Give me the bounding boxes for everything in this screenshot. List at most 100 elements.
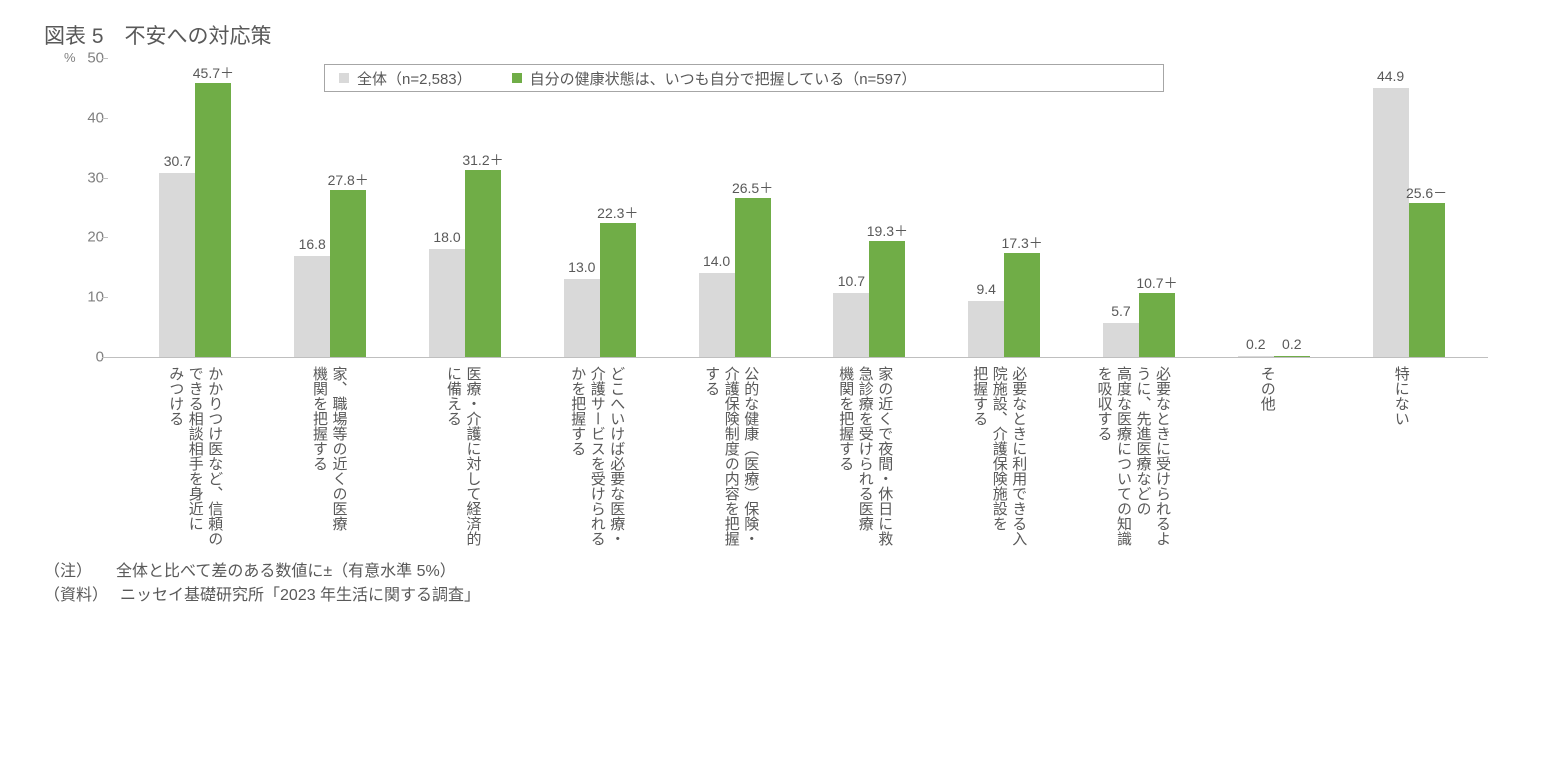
- x-label: 家の近くで夜間・休日に救 急診療を受けられる医療 機関を把握する: [798, 366, 932, 546]
- bar-overall: 16.8: [294, 256, 330, 357]
- bar-value-label: 27.8＋: [328, 170, 369, 190]
- bar-group: 14.026.5＋: [667, 58, 802, 357]
- x-label-text: 必要なときに利用できる入 院施設、介護保険施設を 把握する: [970, 366, 1029, 546]
- y-tick-mark: [102, 237, 108, 238]
- bar-value-label: 44.9: [1377, 68, 1404, 84]
- source-label: （資料）: [44, 584, 108, 608]
- x-label-text: 公的な健康（医療）保険・ 介護保険制度の内容を把握 する: [702, 366, 761, 546]
- legend-item-overall: 全体（n=2,583）: [339, 68, 472, 89]
- x-axis-labels: かかりつけ医など、信頼の できる相談相手を身近に みつける 家、職場等の近くの医療…: [128, 366, 1468, 546]
- bar-value-label: 19.3＋: [867, 221, 908, 241]
- bar-overall: 44.9: [1373, 88, 1409, 357]
- x-label-text: 特にない: [1391, 366, 1411, 426]
- y-axis: 01020304050: [64, 58, 104, 357]
- bar-group: 5.710.7＋: [1072, 58, 1207, 357]
- bar-subgroup: 45.7＋: [195, 83, 231, 357]
- bar-overall: 18.0: [429, 249, 465, 357]
- y-tick-label: 30: [64, 169, 104, 186]
- bar-overall: 13.0: [564, 279, 600, 357]
- bar-value-label: 17.3＋: [1002, 233, 1043, 253]
- bar-value-label: 14.0: [703, 253, 730, 269]
- x-label: 必要なときに利用できる入 院施設、介護保険施設を 把握する: [932, 366, 1066, 546]
- bar-subgroup: 31.2＋: [465, 170, 501, 357]
- bar-value-label: 13.0: [568, 259, 595, 275]
- chart-title: 図表 5 不安への対応策: [44, 20, 1503, 50]
- bar-value-label: 10.7: [838, 273, 865, 289]
- legend-label: 自分の健康状態は、いつも自分で把握している（n=597）: [530, 68, 917, 89]
- bar-subgroup: 19.3＋: [869, 241, 905, 357]
- bar-value-label: 30.7: [164, 153, 191, 169]
- y-tick-mark: [102, 297, 108, 298]
- y-tick-mark: [102, 357, 108, 358]
- x-label-text: どこへいけば必要な医療・ 介護サービスを受けられる かを把握する: [568, 366, 627, 546]
- bar-overall: 30.7: [159, 173, 195, 357]
- x-label-text: かかりつけ医など、信頼の できる相談相手を身近に みつける: [166, 366, 225, 546]
- bar-subgroup: 17.3＋: [1004, 253, 1040, 357]
- bar-group: 9.417.3＋: [937, 58, 1072, 357]
- bar-group: 0.20.2: [1206, 58, 1341, 357]
- x-label-text: 医療・介護に対して経済的 に備える: [444, 366, 483, 546]
- bar-overall: 5.7: [1103, 323, 1139, 357]
- bar-subgroup: 27.8＋: [330, 190, 366, 357]
- x-label: どこへいけば必要な医療・ 介護サービスを受けられる かを把握する: [530, 366, 664, 546]
- x-label: 特にない: [1334, 366, 1468, 546]
- x-label-text: 必要なときに受けられるよ うに、先進医療などの 高度な医療についての知識 を吸収…: [1094, 366, 1172, 546]
- source-text: ニッセイ基礎研究所「2023 年生活に関する調査」: [120, 584, 480, 608]
- legend: 全体（n=2,583） 自分の健康状態は、いつも自分で把握している（n=597）: [324, 64, 1164, 92]
- x-label: 必要なときに受けられるよ うに、先進医療などの 高度な医療についての知識 を吸収…: [1066, 366, 1200, 546]
- y-tick-mark: [102, 178, 108, 179]
- x-label-text: 家、職場等の近くの医療 機関を把握する: [310, 366, 349, 531]
- legend-label: 全体（n=2,583）: [357, 68, 472, 89]
- bar-group: 13.022.3＋: [532, 58, 667, 357]
- bar-subgroup: 10.7＋: [1139, 293, 1175, 357]
- y-tick-label: 10: [64, 289, 104, 306]
- footnote-label: （注）: [44, 560, 104, 584]
- legend-item-subgroup: 自分の健康状態は、いつも自分で把握している（n=597）: [512, 68, 917, 89]
- bar-value-label: 0.2: [1246, 336, 1265, 352]
- x-label: かかりつけ医など、信頼の できる相談相手を身近に みつける: [128, 366, 262, 546]
- bar-overall: 0.2: [1238, 356, 1274, 357]
- bar-group: 44.925.6－: [1341, 58, 1476, 357]
- bar-value-label: 22.3＋: [597, 203, 638, 223]
- bar-value-label: 26.5＋: [732, 178, 773, 198]
- bar-value-label: 31.2＋: [462, 150, 503, 170]
- bar-value-label: 5.7: [1111, 303, 1130, 319]
- x-label: 公的な健康（医療）保険・ 介護保険制度の内容を把握 する: [664, 366, 798, 546]
- bar-value-label: 25.6－: [1406, 183, 1447, 203]
- bar-subgroup: 25.6－: [1409, 203, 1445, 357]
- bar-subgroup: 26.5＋: [735, 198, 771, 357]
- bar-overall: 14.0: [699, 273, 735, 357]
- bar-value-label: 18.0: [433, 229, 460, 245]
- legend-swatch: [339, 73, 349, 83]
- bar-value-label: 16.8: [299, 236, 326, 252]
- x-label: その他: [1200, 366, 1334, 546]
- bar-group: 10.719.3＋: [802, 58, 937, 357]
- bars-container: 30.745.7＋16.827.8＋18.031.2＋13.022.3＋14.0…: [128, 58, 1476, 357]
- y-tick-mark: [102, 58, 108, 59]
- y-tick-label: 40: [64, 109, 104, 126]
- legend-swatch: [512, 73, 522, 83]
- bar-value-label: 10.7＋: [1136, 273, 1177, 293]
- bar-overall: 9.4: [968, 301, 1004, 357]
- y-tick-mark: [102, 118, 108, 119]
- x-label: 医療・介護に対して経済的 に備える: [396, 366, 530, 546]
- chart: % 01020304050 30.745.7＋16.827.8＋18.031.2…: [48, 58, 1488, 546]
- x-label-text: その他: [1257, 366, 1277, 411]
- y-tick-label: 20: [64, 229, 104, 246]
- bar-group: 16.827.8＋: [263, 58, 398, 357]
- bar-group: 30.745.7＋: [128, 58, 263, 357]
- bar-group: 18.031.2＋: [398, 58, 533, 357]
- bar-overall: 10.7: [833, 293, 869, 357]
- footnotes: （注） 全体と比べて差のある数値に±（有意水準 5%） （資料） ニッセイ基礎研…: [44, 560, 1503, 608]
- y-tick-label: 0: [64, 349, 104, 366]
- bar-value-label: 9.4: [976, 281, 995, 297]
- bar-value-label: 0.2: [1282, 336, 1301, 352]
- x-label-text: 家の近くで夜間・休日に救 急診療を受けられる医療 機関を把握する: [836, 366, 895, 546]
- bar-subgroup: 0.2: [1274, 356, 1310, 357]
- footnote-text: 全体と比べて差のある数値に±（有意水準 5%）: [116, 560, 456, 584]
- bar-subgroup: 22.3＋: [600, 223, 636, 357]
- y-tick-label: 50: [64, 50, 104, 67]
- plot-area: % 01020304050 30.745.7＋16.827.8＋18.031.2…: [108, 58, 1488, 358]
- bar-value-label: 45.7＋: [193, 63, 234, 83]
- x-label: 家、職場等の近くの医療 機関を把握する: [262, 366, 396, 546]
